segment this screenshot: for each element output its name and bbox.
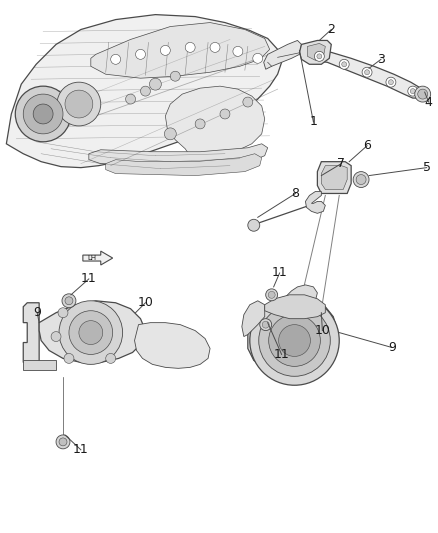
Text: 3: 3	[377, 53, 385, 66]
Circle shape	[356, 175, 366, 184]
Circle shape	[362, 67, 372, 77]
Text: 2: 2	[327, 23, 335, 36]
Circle shape	[410, 88, 415, 94]
Circle shape	[111, 54, 120, 64]
Polygon shape	[321, 166, 347, 190]
Text: 11: 11	[274, 348, 290, 361]
Polygon shape	[307, 43, 325, 60]
Polygon shape	[318, 161, 351, 193]
Circle shape	[69, 311, 113, 354]
Circle shape	[185, 43, 195, 52]
Circle shape	[79, 321, 103, 344]
Text: 8: 8	[292, 187, 300, 200]
Circle shape	[33, 104, 53, 124]
Text: 10: 10	[138, 296, 153, 309]
Circle shape	[314, 51, 324, 61]
Circle shape	[408, 86, 418, 96]
Circle shape	[160, 45, 170, 55]
Polygon shape	[303, 52, 423, 98]
Circle shape	[126, 94, 135, 104]
Circle shape	[386, 77, 396, 87]
Text: 6: 6	[363, 139, 371, 152]
Circle shape	[243, 97, 253, 107]
Circle shape	[59, 438, 67, 446]
Circle shape	[51, 332, 61, 342]
Circle shape	[210, 43, 220, 52]
Polygon shape	[23, 303, 39, 362]
Circle shape	[170, 71, 180, 81]
Polygon shape	[265, 295, 325, 319]
Polygon shape	[165, 86, 265, 164]
Text: 5: 5	[423, 161, 431, 174]
Text: 1: 1	[310, 116, 318, 128]
Circle shape	[57, 82, 101, 126]
Circle shape	[342, 62, 347, 67]
Polygon shape	[134, 322, 210, 368]
Text: 9: 9	[33, 306, 41, 319]
Text: 4: 4	[425, 95, 433, 109]
Circle shape	[65, 297, 73, 305]
Polygon shape	[89, 144, 268, 166]
Circle shape	[353, 172, 369, 188]
Circle shape	[262, 321, 269, 328]
Polygon shape	[264, 41, 301, 69]
Polygon shape	[242, 301, 265, 336]
Circle shape	[149, 78, 161, 90]
Circle shape	[59, 301, 123, 365]
Polygon shape	[83, 251, 113, 265]
Circle shape	[195, 119, 205, 129]
Circle shape	[23, 94, 63, 134]
Circle shape	[339, 59, 349, 69]
Circle shape	[106, 353, 116, 364]
Circle shape	[64, 353, 74, 364]
Circle shape	[253, 53, 263, 63]
Circle shape	[135, 50, 145, 59]
Circle shape	[233, 46, 243, 56]
Circle shape	[62, 294, 76, 308]
Circle shape	[65, 90, 93, 118]
Polygon shape	[305, 191, 325, 213]
Circle shape	[164, 128, 176, 140]
Circle shape	[418, 89, 427, 99]
Polygon shape	[106, 154, 262, 175]
Circle shape	[268, 292, 275, 298]
Polygon shape	[23, 360, 56, 370]
Circle shape	[248, 219, 260, 231]
Circle shape	[250, 296, 339, 385]
Text: 11: 11	[81, 272, 97, 285]
Text: 11: 11	[73, 443, 89, 456]
Circle shape	[141, 86, 150, 96]
Polygon shape	[300, 41, 331, 64]
Text: 7: 7	[337, 157, 345, 170]
Polygon shape	[7, 14, 282, 168]
Polygon shape	[39, 301, 145, 362]
Circle shape	[279, 325, 311, 357]
Text: 10: 10	[314, 324, 330, 337]
Circle shape	[260, 319, 272, 330]
Circle shape	[58, 308, 68, 318]
Circle shape	[220, 109, 230, 119]
Circle shape	[317, 54, 322, 59]
Polygon shape	[248, 299, 337, 373]
Circle shape	[56, 435, 70, 449]
Text: 11: 11	[272, 266, 287, 279]
Circle shape	[259, 305, 330, 376]
Polygon shape	[279, 285, 318, 305]
Circle shape	[415, 86, 431, 102]
Text: 9: 9	[388, 341, 396, 354]
Text: LH: LH	[87, 255, 96, 261]
Circle shape	[364, 70, 370, 75]
Circle shape	[15, 86, 71, 142]
Circle shape	[266, 289, 278, 301]
Polygon shape	[91, 22, 270, 78]
Circle shape	[389, 80, 393, 85]
Circle shape	[268, 314, 320, 366]
